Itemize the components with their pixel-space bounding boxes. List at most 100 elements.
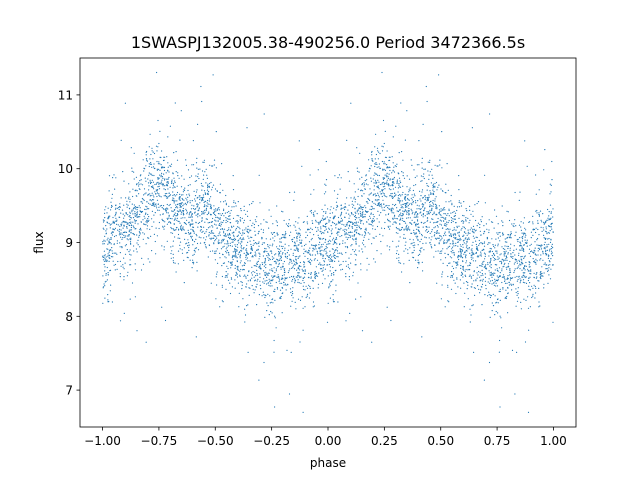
scatter-point bbox=[521, 238, 524, 240]
scatter-point bbox=[163, 228, 165, 230]
scatter-point bbox=[169, 165, 171, 167]
scatter-point bbox=[503, 263, 505, 265]
scatter-point bbox=[480, 251, 482, 253]
scatter-point bbox=[181, 175, 183, 177]
scatter-point bbox=[294, 301, 296, 303]
scatter-point bbox=[199, 202, 201, 204]
scatter-point bbox=[453, 251, 455, 254]
scatter-point bbox=[524, 265, 526, 267]
scatter-point bbox=[202, 161, 204, 163]
scatter-point bbox=[430, 182, 432, 184]
scatter-point bbox=[504, 279, 506, 281]
scatter-point bbox=[131, 209, 133, 211]
scatter-point bbox=[429, 161, 431, 163]
scatter-point bbox=[107, 299, 109, 301]
scatter-point bbox=[471, 258, 473, 260]
scatter-point bbox=[155, 183, 157, 185]
scatter-point bbox=[299, 341, 301, 343]
scatter-point bbox=[139, 229, 141, 231]
scatter-point bbox=[181, 197, 183, 200]
scatter-point bbox=[258, 242, 260, 244]
scatter-point bbox=[470, 314, 472, 316]
scatter-point bbox=[189, 202, 191, 204]
scatter-point bbox=[228, 215, 230, 217]
scatter-point bbox=[297, 222, 299, 224]
scatter-point bbox=[223, 232, 225, 234]
scatter-point bbox=[269, 285, 271, 287]
scatter-point bbox=[540, 258, 542, 260]
scatter-point bbox=[129, 191, 131, 193]
scatter-point bbox=[130, 229, 133, 231]
scatter-point bbox=[418, 230, 420, 233]
scatter-point bbox=[192, 223, 194, 225]
scatter-point bbox=[163, 188, 165, 190]
scatter-point bbox=[141, 202, 144, 204]
scatter-point bbox=[520, 245, 523, 247]
scatter-point bbox=[160, 174, 162, 176]
scatter-point bbox=[426, 231, 428, 233]
scatter-point bbox=[479, 243, 481, 245]
scatter-point bbox=[443, 217, 445, 219]
scatter-point bbox=[268, 259, 270, 261]
scatter-point bbox=[109, 270, 111, 272]
scatter-point bbox=[495, 258, 497, 261]
scatter-point bbox=[332, 266, 334, 269]
scatter-point bbox=[382, 168, 384, 170]
scatter-point bbox=[151, 250, 153, 252]
scatter-point bbox=[319, 264, 321, 266]
scatter-point bbox=[150, 235, 152, 237]
scatter-point bbox=[183, 247, 185, 249]
scatter-point bbox=[424, 168, 426, 170]
scatter-point bbox=[249, 240, 251, 242]
scatter-point bbox=[243, 247, 245, 249]
scatter-point bbox=[118, 206, 120, 209]
scatter-point bbox=[437, 250, 439, 252]
scatter-point bbox=[384, 221, 386, 224]
scatter-point bbox=[154, 191, 156, 193]
scatter-point bbox=[236, 226, 239, 228]
scatter-point bbox=[259, 280, 261, 282]
scatter-point bbox=[321, 270, 323, 272]
x-tick-label: −0.50 bbox=[197, 434, 234, 448]
scatter-point bbox=[188, 244, 190, 246]
scatter-point bbox=[413, 193, 415, 195]
scatter-point bbox=[525, 282, 528, 284]
scatter-point bbox=[210, 238, 212, 240]
scatter-point bbox=[426, 211, 428, 213]
scatter-point bbox=[256, 261, 258, 263]
scatter-point bbox=[267, 293, 269, 295]
scatter-point bbox=[530, 250, 533, 252]
scatter-point bbox=[329, 250, 331, 252]
scatter-point bbox=[404, 198, 406, 200]
scatter-point bbox=[155, 193, 157, 195]
scatter-point bbox=[513, 249, 515, 251]
scatter-point bbox=[368, 198, 370, 200]
scatter-point bbox=[499, 254, 501, 256]
scatter-point bbox=[226, 275, 228, 277]
scatter-point bbox=[240, 208, 242, 210]
scatter-point bbox=[440, 188, 442, 190]
scatter-point bbox=[298, 265, 300, 268]
scatter-point bbox=[132, 221, 134, 223]
scatter-point bbox=[149, 195, 151, 197]
scatter-point bbox=[148, 189, 150, 191]
scatter-point bbox=[157, 186, 159, 188]
scatter-point bbox=[495, 215, 498, 217]
scatter-point bbox=[274, 235, 276, 237]
scatter-point bbox=[403, 233, 405, 236]
scatter-point bbox=[418, 208, 420, 210]
scatter-point bbox=[225, 217, 227, 219]
scatter-point bbox=[419, 190, 421, 192]
scatter-point bbox=[303, 264, 305, 266]
scatter-point bbox=[446, 242, 448, 244]
scatter-point bbox=[346, 246, 348, 248]
scatter-point bbox=[179, 139, 181, 141]
scatter-point bbox=[479, 280, 481, 282]
scatter-point bbox=[412, 211, 414, 213]
scatter-point bbox=[361, 183, 364, 185]
scatter-point bbox=[106, 259, 108, 261]
scatter-point bbox=[227, 279, 230, 281]
scatter-point bbox=[523, 256, 526, 258]
scatter-point bbox=[452, 234, 455, 236]
scatter-point bbox=[108, 260, 110, 262]
